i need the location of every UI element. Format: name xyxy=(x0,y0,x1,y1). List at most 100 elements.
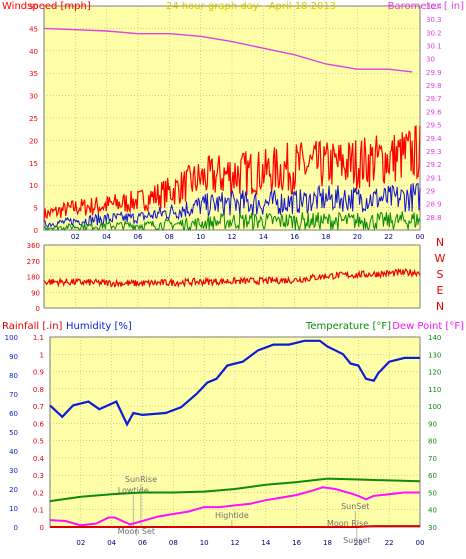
time-tick-label: 04 xyxy=(107,539,116,547)
rainfall-tick-label: 0.1 xyxy=(33,507,44,515)
time-tick-label: 06 xyxy=(134,233,143,241)
windspeed-tick-label: 50 xyxy=(29,3,38,11)
humidity-tick-label: 50 xyxy=(9,429,18,437)
rainfall-tick-label: 0.3 xyxy=(33,472,44,480)
time-tick-label: 16 xyxy=(290,233,299,241)
humidity-tick-label: 30 xyxy=(9,467,18,475)
time-tick-label: 06 xyxy=(138,539,147,547)
annotation-label: SunRise xyxy=(125,475,157,484)
temperature-tick-label: 40 xyxy=(428,507,437,515)
barometer-tick-label: 28.9 xyxy=(426,201,442,209)
windspeed-tick-label: 0 xyxy=(34,227,38,235)
wind-average-series xyxy=(43,182,421,229)
windspeed-tick-label: 35 xyxy=(29,70,38,78)
direction-tick-label: 90 xyxy=(31,289,40,297)
windspeed-tick-label: 40 xyxy=(29,48,38,56)
time-tick-label: 20 xyxy=(353,233,362,241)
temperature-tick-label: 90 xyxy=(428,420,437,428)
annotation-label: Hightide xyxy=(215,511,249,520)
time-tick-label: 10 xyxy=(196,233,205,241)
barometer-tick-label: 30.1 xyxy=(426,43,442,51)
compass-label: W xyxy=(435,252,446,265)
time-tick-label: 04 xyxy=(102,233,111,241)
windspeed-tick-label: 25 xyxy=(29,115,38,123)
annotation-label: Lowtide xyxy=(118,486,149,495)
temperature-tick-label: 50 xyxy=(428,489,437,497)
windspeed-tick-label: 30 xyxy=(29,93,38,101)
humidity-tick-label: 0 xyxy=(14,524,18,532)
barometer-tick-label: 30.4 xyxy=(426,3,442,11)
humidity-temperature-series xyxy=(49,339,421,528)
barometer-tick-label: 30 xyxy=(426,56,435,64)
rainfall-axis-label: Rainfall [.in] xyxy=(2,321,63,332)
annotation-label: Sunset xyxy=(343,536,370,545)
temperature-tick-label: 100 xyxy=(428,403,441,411)
humidity-tick-label: 10 xyxy=(9,505,18,513)
wind-direction-series xyxy=(43,267,421,289)
direction-tick-label: 180 xyxy=(27,274,40,282)
barometer-axis-label: Barometer [ in] xyxy=(388,1,464,12)
barometer-tick-label: 29.6 xyxy=(426,108,442,116)
wind-direction-series xyxy=(43,267,421,289)
time-tick-label: 02 xyxy=(76,539,85,547)
temperature-tick-label: 120 xyxy=(428,369,441,377)
rainfall-tick-label: 1.1 xyxy=(33,334,44,342)
barometer-tick-label: 29.3 xyxy=(426,148,442,156)
compass-label: E xyxy=(437,284,444,297)
dew-point-series xyxy=(49,486,420,527)
humidity-tick-label: 40 xyxy=(9,448,18,456)
wind-low-series xyxy=(43,211,421,232)
sun-moon-tide-annotations: SunRise Lowtide Moon Set Hightide SunSet Moon… xyxy=(118,475,371,545)
time-tick-label: 12 xyxy=(231,539,240,547)
rainfall-tick-label: 0.8 xyxy=(33,386,44,394)
temperature-tick-label: 80 xyxy=(428,438,437,446)
time-tick-label: 10 xyxy=(200,539,209,547)
annotation-label: Moon Set xyxy=(118,527,155,536)
barometer-tick-label: 28.8 xyxy=(426,214,442,222)
direction-tick-label: 270 xyxy=(27,258,40,266)
windspeed-tick-label: 5 xyxy=(34,205,38,213)
barometer-tick-label: 30.2 xyxy=(426,29,442,37)
rainfall-tick-label: 1 xyxy=(40,351,44,359)
compass-label: S xyxy=(437,268,444,281)
time-tick-label: 12 xyxy=(228,233,237,241)
barometer-tick-label: 29.9 xyxy=(426,69,442,77)
temperature-tick-label: 110 xyxy=(428,386,441,394)
barometer-series xyxy=(43,27,413,73)
humidity-series xyxy=(49,339,420,427)
windspeed-tick-label: 15 xyxy=(29,160,38,168)
windspeed-axis-label: Windspeed [mph] xyxy=(2,1,91,12)
humidity-tick-label: 90 xyxy=(9,353,18,361)
barometer-tick-label: 29.4 xyxy=(426,135,442,143)
time-tick-label: 14 xyxy=(259,233,268,241)
dew-point-axis-label: Dew Point [°F] xyxy=(392,321,464,332)
windspeed-tick-label: 45 xyxy=(29,25,38,33)
time-tick-label: 00 xyxy=(416,233,425,241)
annotation-label: Moon Rise xyxy=(327,519,368,528)
annotation-label: SunSet xyxy=(341,502,369,511)
rainfall-tick-label: 0 xyxy=(40,524,44,532)
rainfall-tick-label: 0.9 xyxy=(33,369,44,377)
direction-tick-label: 360 xyxy=(27,242,40,250)
compass-label: N xyxy=(436,236,444,249)
humidity-tick-label: 80 xyxy=(9,372,18,380)
barometer-tick-label: 29.7 xyxy=(426,95,442,103)
barometer-tick-label: 29.2 xyxy=(426,161,442,169)
temperature-tick-label: 70 xyxy=(428,455,437,463)
humidity-tick-label: 70 xyxy=(9,391,18,399)
barometer-tick-label: 30.3 xyxy=(426,16,442,24)
windspeed-tick-label: 10 xyxy=(29,182,38,190)
temperature-tick-label: 30 xyxy=(428,524,437,532)
rainfall-tick-label: 0.7 xyxy=(33,403,44,411)
time-tick-label: 02 xyxy=(71,233,80,241)
chart-title: 24 hour graph day - April 18 2013 xyxy=(166,1,336,12)
time-tick-label: 22 xyxy=(384,233,393,241)
time-tick-label: 08 xyxy=(169,539,178,547)
humidity-tick-label: 100 xyxy=(5,334,18,342)
barometer-tick-label: 29 xyxy=(426,187,435,195)
time-tick-label: 08 xyxy=(165,233,174,241)
humidity-axis-label: Humidity [%] xyxy=(66,321,132,332)
temperature-tick-label: 60 xyxy=(428,472,437,480)
time-tick-label: 22 xyxy=(385,539,394,547)
